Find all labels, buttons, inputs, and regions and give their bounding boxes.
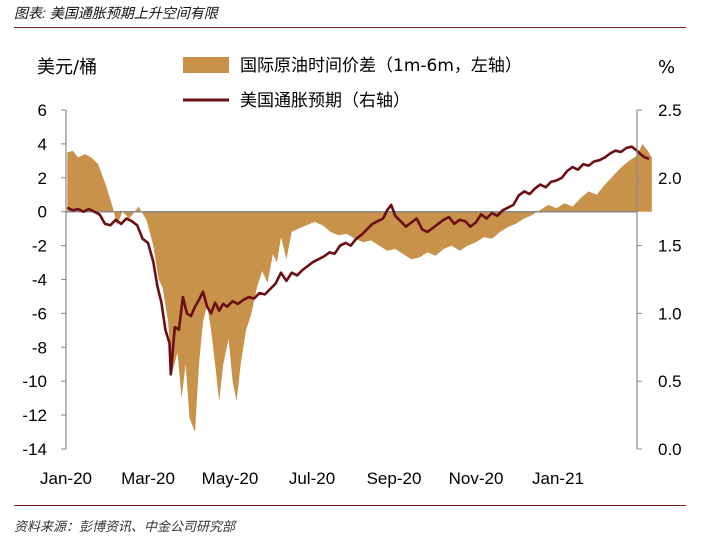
x-tick-label: Sep-20 (367, 469, 422, 488)
line-layer (66, 145, 650, 376)
left-tick-label: 6 (38, 101, 47, 120)
x-tick-label: May-20 (202, 469, 259, 488)
x-tick-label: Jan-20 (40, 469, 92, 488)
right-tick-label: 1.5 (658, 237, 682, 256)
x-tick-label: Jul-20 (289, 469, 335, 488)
right-tick-label: 2.0 (658, 169, 682, 188)
x-tick-label: Mar-20 (121, 469, 175, 488)
source-note: 资料来源：彭博资讯、中金公司研究部 (14, 519, 236, 534)
left-tick-label: -12 (22, 406, 47, 425)
bottom-rule (14, 505, 686, 506)
chart-caption: 图表: 美国通胀预期上升空间有限 (14, 5, 218, 21)
label-layer: 6 4 2 0 -2 -4 -6 -8 -10 -12 -14 2.5 2.0 1.5 1.0 0.5 0.0 J… (22, 56, 681, 488)
right-tick-label: 0.5 (658, 372, 682, 391)
right-axis-unit: % (658, 57, 675, 78)
left-tick-label: -2 (32, 237, 47, 256)
left-tick-label: -10 (22, 372, 47, 391)
top-rule (14, 27, 686, 28)
left-tick-label: -14 (22, 440, 47, 459)
right-tick-label: 0.0 (658, 440, 682, 459)
left-tick-label: 0 (38, 203, 47, 222)
left-tick-label: -8 (32, 338, 47, 357)
legend-area-swatch (183, 57, 229, 73)
x-tick-label: Nov-20 (449, 469, 504, 488)
left-axis-unit: 美元/桶 (37, 57, 97, 78)
right-tick-label: 2.5 (658, 101, 682, 120)
left-tick-label: -4 (32, 271, 47, 290)
area-layer (67, 143, 652, 433)
left-tick-label: -6 (32, 304, 47, 323)
axes-layer (61, 109, 642, 450)
chart-svg: 6 4 2 0 -2 -4 -6 -8 -10 -12 -14 2.5 2.0 1.5 1.0 0.5 0.0 J… (22, 56, 681, 488)
left-tick-label: 4 (38, 135, 47, 154)
right-tick-label: 1.0 (658, 304, 682, 323)
legend-area-label: 国际原油时间价差（1m-6m，左轴） (240, 56, 522, 76)
oil-spread-area (67, 143, 652, 433)
x-tick-label: Jan-21 (532, 469, 584, 488)
left-tick-label: 2 (38, 169, 47, 188)
inflation-expectation-line (66, 145, 650, 376)
legend-line-label: 美国通胀预期（右轴） (240, 91, 410, 111)
